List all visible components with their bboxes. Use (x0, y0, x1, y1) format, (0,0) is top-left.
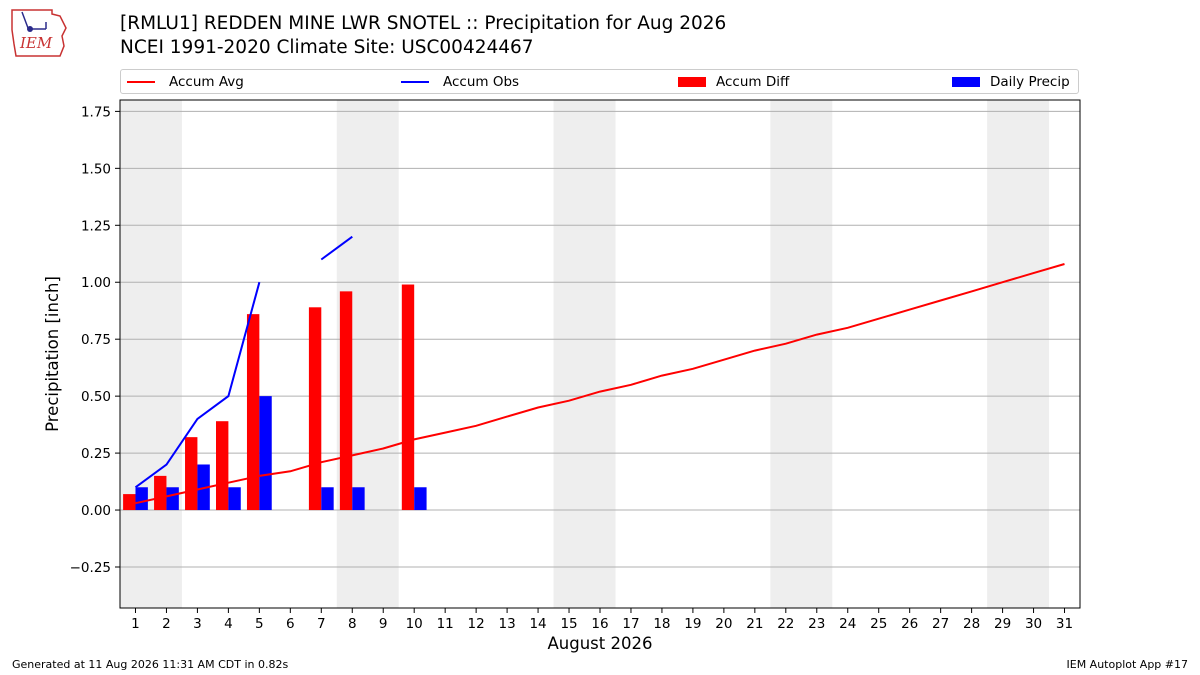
x-tick-label-21: 21 (746, 616, 763, 632)
weekend-band-5 (987, 100, 1050, 608)
x-tick-label-20: 20 (715, 616, 732, 632)
x-tick-label-23: 23 (808, 616, 825, 632)
daily-precip-bar-8 (352, 487, 365, 511)
x-tick-label-7: 7 (317, 616, 326, 632)
accum-obs-line-segment-2 (320, 235, 353, 261)
accum-diff-bar-2 (154, 475, 167, 511)
daily-precip-bar-10 (414, 487, 427, 511)
legend-swatch-accum-avg (127, 81, 155, 83)
y-tick-label-8: 1.50 (81, 161, 111, 177)
accum-diff-bar-1 (123, 494, 136, 511)
x-tick-label-26: 26 (901, 616, 918, 632)
x-tick-label-27: 27 (932, 616, 949, 632)
accum-diff-bar-3 (185, 437, 198, 511)
x-tick-label-28: 28 (963, 616, 980, 632)
x-tick-label-18: 18 (653, 616, 670, 632)
accum-diff-bar-10 (401, 284, 415, 511)
x-tick-label-31: 31 (1056, 616, 1073, 632)
x-tick-label-24: 24 (839, 616, 856, 632)
accum-diff-bar-8 (339, 291, 353, 511)
x-tick-label-13: 13 (499, 616, 516, 632)
daily-precip-bar-7 (321, 487, 334, 511)
chart-title: [RMLU1] REDDEN MINE LWR SNOTEL :: Precip… (120, 13, 727, 34)
x-tick-label-4: 4 (224, 616, 233, 632)
legend-label-accum-obs: Accum Obs (443, 74, 520, 90)
legend-swatch-accum-obs (401, 81, 429, 83)
legend-label-accum-diff: Accum Diff (716, 74, 790, 90)
y-axis-label: Precipitation [inch] (43, 276, 62, 432)
x-tick-label-11: 11 (437, 616, 454, 632)
x-tick-label-1: 1 (131, 616, 140, 632)
x-axis-label: August 2026 (548, 634, 653, 653)
y-tick-label-1: −0.25 (70, 560, 111, 576)
x-tick-label-9: 9 (379, 616, 388, 632)
legend-item-accum-diff: Accum Diff (678, 73, 789, 91)
x-tick-label-12: 12 (468, 616, 485, 632)
daily-precip-bar-2 (166, 487, 179, 511)
x-tick-label-2: 2 (162, 616, 171, 632)
weekend-band-1 (120, 100, 182, 608)
legend-swatch-accum-diff (678, 77, 706, 87)
x-tick-label-6: 6 (286, 616, 295, 632)
legend-item-accum-obs: Accum Obs (401, 73, 519, 91)
y-tick-label-3: 0.25 (81, 446, 111, 462)
accum-diff-bar-5 (246, 314, 260, 511)
x-tick-label-5: 5 (255, 616, 264, 632)
y-tick-label-6: 1.00 (81, 275, 111, 291)
y-tick-label-7: 1.25 (81, 218, 111, 234)
x-tick-label-22: 22 (777, 616, 794, 632)
x-tick-label-15: 15 (560, 616, 577, 632)
x-tick-label-19: 19 (684, 616, 701, 632)
x-tick-label-8: 8 (348, 616, 357, 632)
generated-timestamp: Generated at 11 Aug 2026 11:31 AM CDT in… (12, 658, 289, 671)
app-label: IEM Autoplot App #17 (1066, 658, 1189, 671)
weekend-band-4 (770, 100, 833, 608)
iem-logo: IEM (11, 9, 67, 57)
y-tick-label-4: 0.50 (81, 389, 111, 405)
x-tick-label-29: 29 (994, 616, 1011, 632)
y-tick-label-9: 1.75 (81, 104, 111, 120)
y-tick-label-2: 0.00 (81, 503, 111, 519)
legend-label-daily-precip: Daily Precip (990, 74, 1070, 90)
legend-label-accum-avg: Accum Avg (169, 74, 244, 90)
daily-precip-bar-5 (259, 396, 272, 511)
weekend-band-3 (553, 100, 616, 608)
daily-precip-bar-4 (228, 487, 241, 511)
x-tick-label-3: 3 (193, 616, 202, 632)
legend-item-accum-avg: Accum Avg (127, 73, 244, 91)
accum-obs-line-segment-1 (134, 281, 261, 489)
x-tick-label-10: 10 (406, 616, 423, 632)
y-tick-label-5: 0.75 (81, 332, 111, 348)
x-tick-label-17: 17 (622, 616, 639, 632)
logo-text: IEM (19, 34, 53, 52)
x-tick-label-16: 16 (591, 616, 608, 632)
accum-diff-bar-4 (216, 421, 229, 511)
x-tick-label-25: 25 (870, 616, 887, 632)
x-tick-label-14: 14 (529, 616, 546, 632)
accum-diff-bar-7 (308, 307, 322, 511)
legend: Accum Avg Accum Obs Accum Diff Daily Pre… (120, 69, 1079, 94)
daily-precip-bar-1 (135, 487, 148, 511)
legend-item-daily-precip: Daily Precip (952, 73, 1070, 91)
legend-swatch-daily-precip (952, 77, 980, 87)
x-tick-label-30: 30 (1025, 616, 1042, 632)
chart-subtitle: NCEI 1991-2020 Climate Site: USC00424467 (120, 37, 534, 58)
accum-avg-line (135, 263, 1065, 505)
